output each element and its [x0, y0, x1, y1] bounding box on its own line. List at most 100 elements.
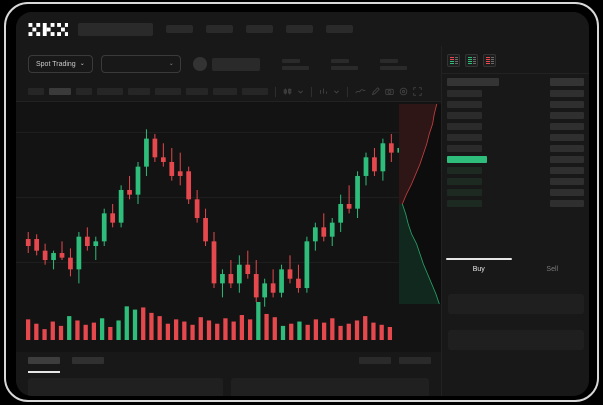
trading-pair-selector[interactable]: ⌄	[100, 55, 181, 73]
indicators-icon[interactable]	[319, 87, 328, 96]
orderbook-size-cell	[550, 101, 584, 108]
timeframe-chip-1[interactable]	[49, 88, 71, 95]
orderbook-size-cell	[550, 123, 584, 130]
orderbook-row[interactable]	[447, 167, 584, 174]
orderbook-rows[interactable]	[442, 74, 589, 207]
orderbook-row[interactable]	[447, 101, 584, 108]
orderbook-and-trade-panel: Buy Sell	[441, 46, 589, 396]
amount-field[interactable]	[448, 330, 584, 350]
chevron-down-icon: ⌄	[168, 61, 174, 67]
toolbar-divider	[347, 86, 348, 97]
stat-label	[379, 58, 398, 63]
toolbar-divider	[311, 86, 312, 97]
orderbook-size-cell	[550, 156, 584, 163]
nav-item-0[interactable]	[166, 25, 193, 33]
line-tool-icon[interactable]	[355, 87, 366, 96]
stat-value	[330, 65, 358, 70]
orderbook-price-cell	[447, 78, 499, 86]
tab-sell[interactable]: Sell	[546, 266, 559, 273]
orderbook-row[interactable]	[447, 145, 584, 152]
nav-item-4[interactable]	[326, 25, 353, 33]
orders-placeholder-left	[28, 378, 223, 396]
orderbook-price-cell	[447, 178, 482, 185]
timeframe-chip-4[interactable]	[128, 88, 150, 95]
orderbook-row[interactable]	[447, 189, 584, 196]
orderbook-size-cell	[550, 134, 584, 141]
stat-value	[379, 65, 407, 70]
market-stat-1	[330, 58, 358, 70]
orderbook-price-cell	[447, 134, 482, 141]
market-subheader: Spot Trading ⌄ ⌄	[16, 46, 589, 82]
price-chart[interactable]	[16, 102, 441, 352]
orderbook-price-cell	[447, 200, 482, 207]
orderbook-view-both-icon[interactable]	[447, 54, 460, 67]
orderbook-row[interactable]	[447, 134, 584, 141]
orderbook-row[interactable]	[447, 156, 584, 163]
active-tab-underline	[28, 371, 60, 373]
tab-order-history[interactable]	[72, 357, 104, 364]
tab-buy[interactable]: Buy	[442, 258, 516, 284]
top-navigation-bar	[16, 12, 589, 46]
fullscreen-icon[interactable]	[413, 87, 422, 96]
orders-panel	[16, 352, 441, 396]
orderbook-depth-overlay	[399, 103, 441, 305]
stat-value	[281, 65, 309, 70]
orderbook-view-toggles	[442, 46, 589, 74]
orderbook-size-cell	[550, 178, 584, 185]
market-type-label: Spot Trading	[36, 60, 76, 68]
search-input[interactable]	[78, 22, 153, 36]
price-field[interactable]	[448, 294, 584, 314]
camera-icon[interactable]	[385, 87, 394, 96]
candlestick-series	[25, 129, 403, 307]
market-stat-0	[281, 58, 309, 70]
orderbook-view-bids-icon[interactable]	[465, 54, 478, 67]
orderbook-row[interactable]	[447, 78, 584, 86]
timeframe-chip-6[interactable]	[186, 88, 208, 95]
orders-actions	[359, 357, 431, 364]
pencil-icon[interactable]	[371, 87, 380, 96]
orderbook-price-cell	[447, 167, 482, 174]
coin-avatar	[192, 57, 207, 71]
tab-open-orders[interactable]	[28, 357, 60, 364]
orderbook-row[interactable]	[447, 112, 584, 119]
device-frame: Spot Trading ⌄ ⌄	[4, 2, 599, 402]
orderbook-row[interactable]	[447, 123, 584, 130]
orders-tabs	[28, 357, 104, 364]
orderbook-price-cell	[447, 189, 482, 196]
compare-chevron-icon[interactable]	[333, 88, 340, 95]
app-screen: Spot Trading ⌄ ⌄	[16, 12, 589, 396]
timeframe-chip-8[interactable]	[242, 88, 268, 95]
okx-logo[interactable]	[28, 22, 68, 36]
orders-action-0[interactable]	[359, 357, 391, 364]
orderbook-size-cell	[550, 145, 584, 152]
timeframe-chip-3[interactable]	[97, 88, 123, 95]
timeframe-chip-7[interactable]	[213, 88, 237, 95]
chart-toolbar	[16, 82, 441, 102]
timeframe-chip-5[interactable]	[155, 88, 181, 95]
settings-icon[interactable]	[399, 87, 408, 96]
orderbook-size-cell	[550, 112, 584, 119]
orderbook-price-cell	[447, 112, 482, 119]
orderbook-size-cell	[550, 200, 584, 207]
orderbook-size-cell	[550, 90, 584, 97]
order-side-tabs: Buy Sell	[442, 258, 589, 284]
orders-action-1[interactable]	[399, 357, 431, 364]
indicators-chevron-icon[interactable]	[297, 88, 304, 95]
orderbook-view-asks-icon[interactable]	[483, 54, 496, 67]
orderbook-price-cell	[447, 123, 482, 130]
orderbook-size-cell	[550, 78, 584, 86]
orderbook-row[interactable]	[447, 178, 584, 185]
volume-series	[25, 302, 393, 340]
market-type-selector[interactable]: Spot Trading ⌄	[28, 55, 93, 73]
timeframe-chip-0[interactable]	[28, 88, 44, 95]
orderbook-row[interactable]	[447, 90, 584, 97]
orderbook-row[interactable]	[447, 200, 584, 207]
timeframe-chip-2[interactable]	[76, 88, 92, 95]
orderbook-size-cell	[550, 189, 584, 196]
market-stat-2	[379, 58, 407, 70]
toolbar-divider	[275, 86, 276, 97]
nav-item-1[interactable]	[206, 25, 233, 33]
candlestick-type-icon[interactable]	[283, 87, 292, 96]
nav-item-3[interactable]	[286, 25, 313, 33]
nav-item-2[interactable]	[246, 25, 273, 33]
